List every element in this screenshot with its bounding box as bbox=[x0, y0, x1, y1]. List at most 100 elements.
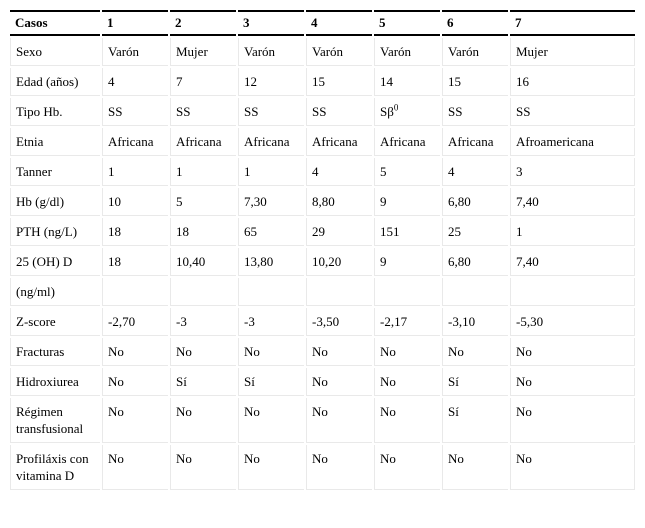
cell: 65 bbox=[238, 218, 304, 246]
cell: -2,70 bbox=[102, 308, 168, 336]
cell: 7,40 bbox=[510, 248, 635, 276]
row-label: (ng/ml) bbox=[10, 278, 100, 306]
cell: -3,10 bbox=[442, 308, 508, 336]
cell: 18 bbox=[170, 218, 236, 246]
table-row: Tipo Hb. SS SS SS SS Sβ0 SS SS bbox=[10, 98, 635, 126]
cell: 5 bbox=[170, 188, 236, 216]
cell: Sβ0 bbox=[374, 98, 440, 126]
cell bbox=[442, 278, 508, 306]
table-row: Profiláxis con vitamina D No No No No No No No bbox=[10, 445, 635, 490]
row-label: Sexo bbox=[10, 38, 100, 66]
cell: SS bbox=[306, 98, 372, 126]
cell: Sí bbox=[170, 368, 236, 396]
row-label: PTH (ng/L) bbox=[10, 218, 100, 246]
cell: No bbox=[306, 368, 372, 396]
cell: No bbox=[170, 338, 236, 366]
row-label: Etnia bbox=[10, 128, 100, 156]
table-body: Sexo Varón Mujer Varón Varón Varón Varón Mujer E… bbox=[10, 38, 635, 490]
row-label: Z-score bbox=[10, 308, 100, 336]
cell: Varón bbox=[374, 38, 440, 66]
table-row: 25 (OH) D 18 10,40 13,80 10,20 9 6,80 7,40 bbox=[10, 248, 635, 276]
cell: 12 bbox=[238, 68, 304, 96]
cell: No bbox=[238, 445, 304, 490]
cell: Mujer bbox=[170, 38, 236, 66]
cell: 7,30 bbox=[238, 188, 304, 216]
cell: SS bbox=[510, 98, 635, 126]
cell bbox=[238, 278, 304, 306]
table-row: Edad (años) 4 7 12 15 14 15 16 bbox=[10, 68, 635, 96]
cell: Sí bbox=[442, 398, 508, 443]
cell bbox=[510, 278, 635, 306]
cell: 15 bbox=[442, 68, 508, 96]
cell: No bbox=[306, 445, 372, 490]
cell: Varón bbox=[238, 38, 304, 66]
cell: Africana bbox=[238, 128, 304, 156]
cell: Africana bbox=[442, 128, 508, 156]
cell: No bbox=[374, 445, 440, 490]
clinical-cases-table: Casos 1 2 3 4 5 6 7 Sexo Varón Mujer Varón Varón Var… bbox=[8, 8, 637, 492]
cell: No bbox=[374, 368, 440, 396]
cell: -3 bbox=[170, 308, 236, 336]
cell bbox=[374, 278, 440, 306]
cell: 6,80 bbox=[442, 188, 508, 216]
row-label: Edad (años) bbox=[10, 68, 100, 96]
cell: 18 bbox=[102, 248, 168, 276]
row-label: Fracturas bbox=[10, 338, 100, 366]
row-label: 25 (OH) D bbox=[10, 248, 100, 276]
cell: Mujer bbox=[510, 38, 635, 66]
table-row: Sexo Varón Mujer Varón Varón Varón Varón Mujer bbox=[10, 38, 635, 66]
cell: 16 bbox=[510, 68, 635, 96]
cell: Varón bbox=[442, 38, 508, 66]
cell: No bbox=[102, 445, 168, 490]
table-row: (ng/ml) bbox=[10, 278, 635, 306]
column-header-case-1: 1 bbox=[102, 10, 168, 36]
cell: No bbox=[238, 398, 304, 443]
row-label: Profiláxis con vitamina D bbox=[10, 445, 100, 490]
cell: 29 bbox=[306, 218, 372, 246]
cell: Sí bbox=[442, 368, 508, 396]
cell: 9 bbox=[374, 188, 440, 216]
cell: 14 bbox=[374, 68, 440, 96]
cell: -5,30 bbox=[510, 308, 635, 336]
row-label: Tanner bbox=[10, 158, 100, 186]
cell: No bbox=[510, 398, 635, 443]
cell: 6,80 bbox=[442, 248, 508, 276]
cell: 10,20 bbox=[306, 248, 372, 276]
cell: 8,80 bbox=[306, 188, 372, 216]
table-row: Hidroxiurea No Sí Sí No No Sí No bbox=[10, 368, 635, 396]
cell bbox=[306, 278, 372, 306]
cell: 18 bbox=[102, 218, 168, 246]
table-row: Tanner 1 1 1 4 5 4 3 bbox=[10, 158, 635, 186]
cell: 1 bbox=[102, 158, 168, 186]
cell: 9 bbox=[374, 248, 440, 276]
table-row: Etnia Africana Africana Africana Africana Afr… bbox=[10, 128, 635, 156]
cell: Sí bbox=[238, 368, 304, 396]
cell: 10 bbox=[102, 188, 168, 216]
cell: No bbox=[374, 398, 440, 443]
cell bbox=[170, 278, 236, 306]
cell: Africana bbox=[306, 128, 372, 156]
cell: -3 bbox=[238, 308, 304, 336]
cell: No bbox=[238, 338, 304, 366]
cell: Varón bbox=[102, 38, 168, 66]
column-header-case-7: 7 bbox=[510, 10, 635, 36]
cell: 4 bbox=[306, 158, 372, 186]
cell: Varón bbox=[306, 38, 372, 66]
cell: 13,80 bbox=[238, 248, 304, 276]
cell-text: Sβ bbox=[380, 104, 394, 119]
cell: 1 bbox=[510, 218, 635, 246]
table-row: Z-score -2,70 -3 -3 -3,50 -2,17 -3,10 -5,30 bbox=[10, 308, 635, 336]
cell: No bbox=[102, 368, 168, 396]
row-label: Régimen transfusional bbox=[10, 398, 100, 443]
header-row: Casos 1 2 3 4 5 6 7 bbox=[10, 10, 635, 36]
cell: No bbox=[306, 338, 372, 366]
cell: Africana bbox=[102, 128, 168, 156]
cell: 4 bbox=[442, 158, 508, 186]
cell: No bbox=[510, 445, 635, 490]
cell: No bbox=[374, 338, 440, 366]
cell: SS bbox=[170, 98, 236, 126]
table-row: Hb (g/dl) 10 5 7,30 8,80 9 6,80 7,40 bbox=[10, 188, 635, 216]
cell: 7 bbox=[170, 68, 236, 96]
cell: No bbox=[170, 445, 236, 490]
